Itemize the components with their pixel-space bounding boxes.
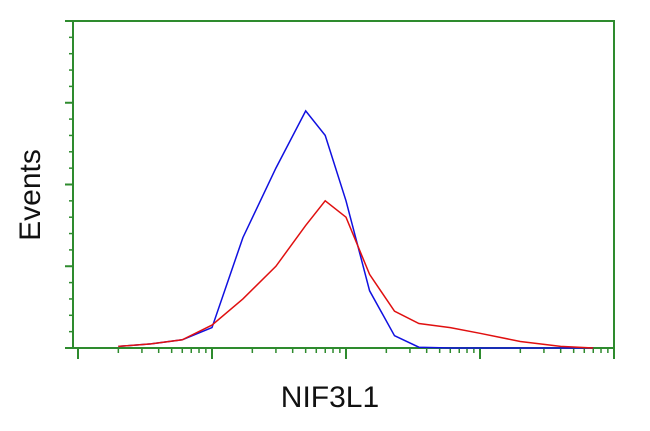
- plot-frame: [72, 20, 615, 349]
- y-axis-label: Events: [14, 149, 47, 241]
- histogram-line: [118, 109, 594, 349]
- x-axis-label: NIF3L1: [281, 381, 379, 414]
- histogram-line: [118, 199, 594, 349]
